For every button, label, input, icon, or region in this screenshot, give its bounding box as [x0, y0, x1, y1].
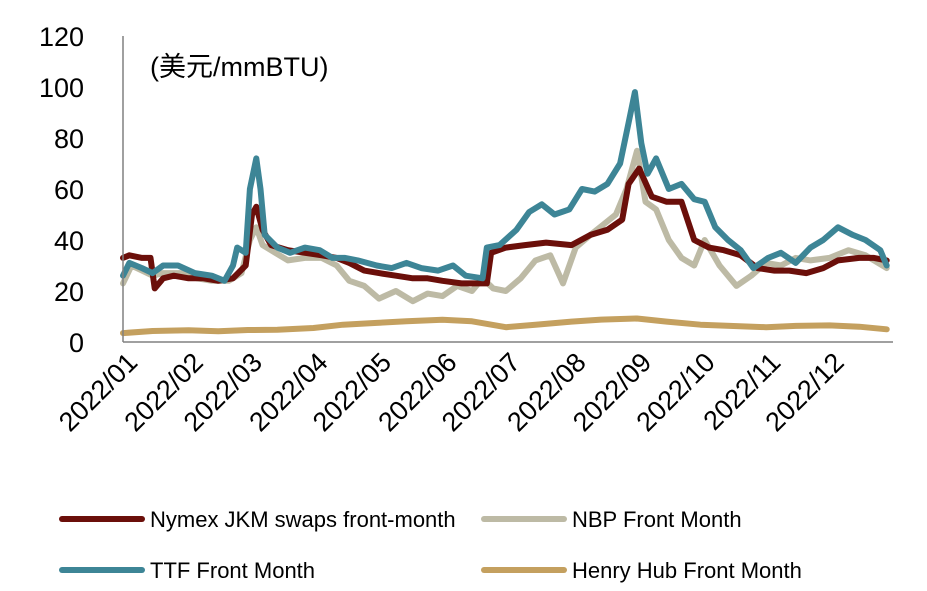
y-tick-label: 100 [39, 73, 84, 103]
y-tick-label: 0 [69, 328, 84, 358]
x-axis-ticks: 2022/012022/022022/032022/042022/052022/… [53, 347, 850, 437]
y-tick-label: 20 [54, 277, 84, 307]
series-line [120, 147, 890, 305]
legend-label: Henry Hub Front Month [572, 558, 802, 583]
series-line [120, 315, 890, 337]
unit-label: (美元/mmBTU) [150, 52, 328, 82]
legend-label: NBP Front Month [572, 507, 742, 532]
legend: Nymex JKM swaps front-month NBP Front Mon… [59, 507, 802, 583]
legend-label: Nymex JKM swaps front-month [150, 507, 456, 532]
y-tick-label: 120 [39, 22, 84, 52]
legend-label: TTF Front Month [150, 558, 315, 583]
series-line [120, 89, 890, 284]
series-lines [120, 89, 890, 337]
y-axis-ticks: 0 20 40 60 80 100 120 [39, 22, 84, 358]
y-tick-label: 80 [54, 124, 84, 154]
y-tick-label: 60 [54, 175, 84, 205]
series-line [120, 165, 890, 292]
y-tick-label: 40 [54, 226, 84, 256]
